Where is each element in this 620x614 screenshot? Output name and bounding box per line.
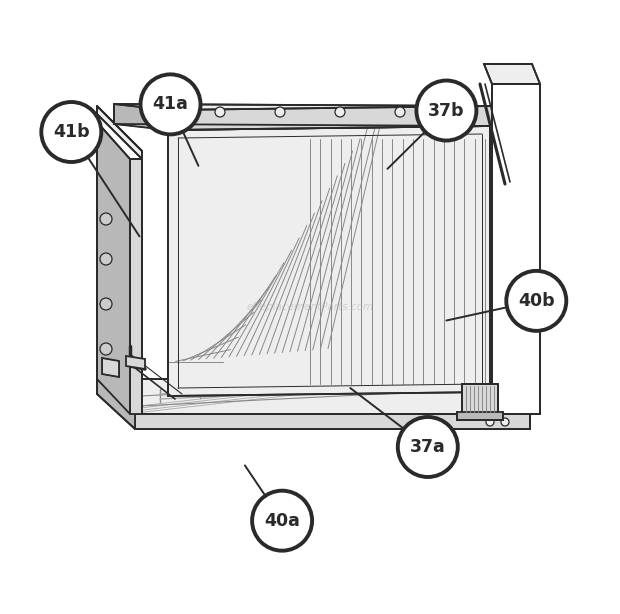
- Polygon shape: [126, 356, 145, 369]
- Circle shape: [398, 417, 458, 477]
- Circle shape: [252, 491, 312, 551]
- Circle shape: [335, 107, 345, 117]
- Polygon shape: [114, 104, 168, 130]
- Circle shape: [445, 107, 455, 117]
- Polygon shape: [97, 379, 530, 414]
- Circle shape: [100, 298, 112, 310]
- Circle shape: [417, 80, 476, 141]
- Circle shape: [141, 74, 200, 134]
- Polygon shape: [168, 126, 490, 396]
- Text: 37b: 37b: [428, 101, 464, 120]
- Circle shape: [215, 107, 225, 117]
- Text: 40b: 40b: [518, 292, 555, 310]
- Polygon shape: [457, 412, 503, 420]
- Polygon shape: [130, 159, 142, 414]
- Circle shape: [395, 107, 405, 117]
- Circle shape: [42, 102, 101, 162]
- Polygon shape: [97, 379, 135, 429]
- Circle shape: [100, 213, 112, 225]
- Circle shape: [501, 418, 509, 426]
- Text: 40a: 40a: [264, 511, 300, 530]
- Circle shape: [100, 343, 112, 355]
- Polygon shape: [97, 106, 142, 159]
- Circle shape: [507, 271, 566, 331]
- Polygon shape: [462, 384, 498, 414]
- Polygon shape: [484, 64, 540, 84]
- Circle shape: [100, 253, 112, 265]
- Polygon shape: [168, 106, 492, 130]
- Polygon shape: [492, 84, 540, 414]
- Polygon shape: [114, 104, 492, 126]
- Circle shape: [486, 418, 494, 426]
- Polygon shape: [102, 358, 119, 377]
- Text: 41b: 41b: [53, 123, 90, 141]
- Polygon shape: [135, 414, 530, 429]
- Text: 37a: 37a: [410, 438, 446, 456]
- Circle shape: [275, 107, 285, 117]
- Polygon shape: [97, 122, 130, 414]
- Text: eReplacementParts.com: eReplacementParts.com: [246, 302, 374, 312]
- Text: 41a: 41a: [153, 95, 188, 114]
